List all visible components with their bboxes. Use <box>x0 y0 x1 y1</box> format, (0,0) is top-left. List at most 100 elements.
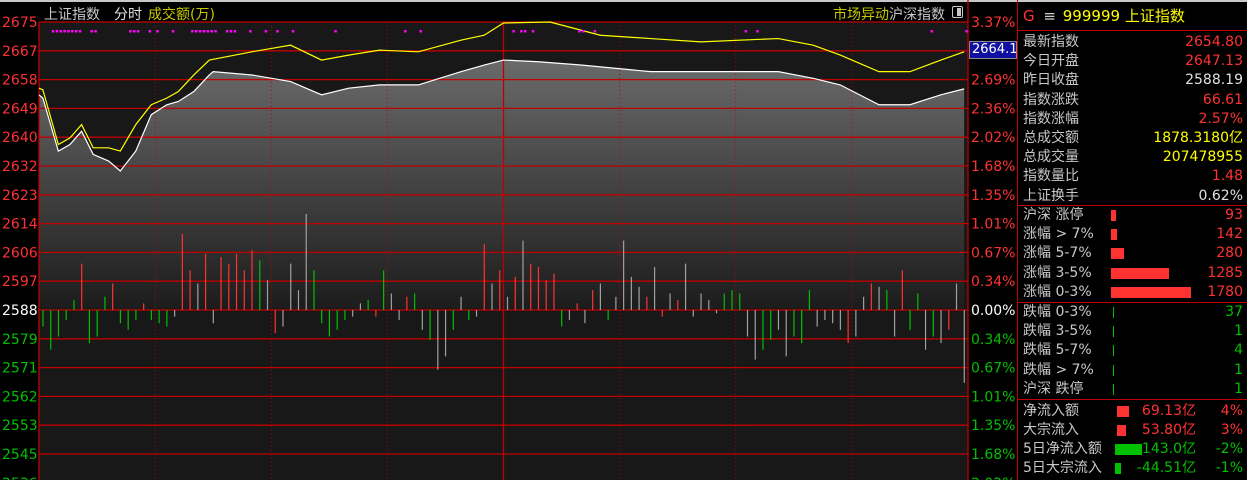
down-row: 跌幅 0-3% 37 <box>1018 303 1247 322</box>
anomaly-dot <box>148 30 152 33</box>
intraday-chart[interactable]: 2675 3.37% 2667 2658 2.69% 2649 2.36% 2640 2.02%… <box>0 0 1017 480</box>
stats-row: 最新指数 2654.80 <box>1018 33 1247 52</box>
anomaly-dot <box>520 30 523 33</box>
market-anomaly-button[interactable]: 市场异动 <box>833 7 889 23</box>
row-label: 跌幅 5-7% <box>1023 342 1092 359</box>
right-axis-tick: 3.37% <box>971 15 1015 31</box>
row-value: 1 <box>1234 323 1243 340</box>
row-label: 上证换手 <box>1023 187 1079 204</box>
anomaly-dot <box>156 30 159 33</box>
row-value: 66.61 <box>1202 91 1243 108</box>
tab-intraday[interactable]: 分时 <box>114 7 142 23</box>
row-value: 2654.80 <box>1185 34 1243 50</box>
row-label: 今日开盘 <box>1023 53 1079 70</box>
stats-row: 指数涨幅 2.57% <box>1018 110 1247 129</box>
count-bar <box>1113 364 1114 376</box>
right-axis-tick: 1.01% <box>971 217 1015 233</box>
flow-bar <box>1115 444 1142 455</box>
market-selector[interactable]: 沪深指数 <box>889 7 945 23</box>
row-label: 5日大宗流入 <box>1023 460 1102 476</box>
flow-row: 净流入额 69.13亿 4% <box>1018 402 1247 421</box>
quote-panel: G ≡ 999999 上证指数 最新指数 2654.80 今日开盘 2647.13 昨日… <box>1017 0 1247 480</box>
count-bar <box>1111 210 1116 221</box>
anomaly-dot <box>334 30 337 33</box>
stats-row: 总成交量 207478955 <box>1018 148 1247 167</box>
square-toggle-icon[interactable] <box>952 6 963 18</box>
panel-header: G ≡ 999999 上证指数 <box>1023 5 1185 26</box>
count-bar <box>1113 326 1114 338</box>
stats-row: 上证换手 0.62% <box>1018 187 1247 206</box>
indicator-label[interactable]: 成交额(万) <box>148 7 215 23</box>
up-row: 涨幅 > 7% 142 <box>1018 225 1247 244</box>
divider <box>1018 205 1247 206</box>
stats-row: 昨日收盘 2588.19 <box>1018 71 1247 90</box>
right-axis-tick: 0.67% <box>971 245 1015 261</box>
anomaly-dot <box>249 30 252 33</box>
hamburger-icon[interactable]: ≡ <box>1043 7 1056 25</box>
row-value: 1878.3180亿 <box>1153 130 1243 146</box>
stats-row: 今日开盘 2647.13 <box>1018 52 1247 71</box>
down-row: 跌幅 5-7% 4 <box>1018 341 1247 360</box>
right-axis-tick: 1.01% <box>971 389 1015 405</box>
anomaly-dot <box>67 30 70 33</box>
row-label: 沪深 涨停 <box>1023 207 1084 223</box>
right-axis-tick: 1.68% <box>971 447 1015 463</box>
right-axis-tick: 1.68% <box>971 159 1015 175</box>
right-axis-tick: 2.02% <box>971 476 1015 480</box>
row-label: 涨幅 3-5% <box>1023 264 1092 281</box>
anomaly-dot <box>133 30 136 33</box>
row-label: 指数量比 <box>1023 168 1079 185</box>
anomaly-dot <box>225 30 229 33</box>
left-axis-tick: 2545 <box>2 447 38 463</box>
row-label: 总成交量 <box>1023 149 1079 166</box>
row-value: 2588.19 <box>1185 72 1243 89</box>
row-value: 1 <box>1234 380 1243 397</box>
row-value: 1285 <box>1207 264 1243 281</box>
anomaly-dot <box>214 30 217 33</box>
left-axis-tick: 2606 <box>2 245 38 261</box>
count-bar <box>1111 267 1169 279</box>
row-label: 5日净流入额 <box>1023 441 1102 457</box>
left-axis-tick: 2667 <box>2 44 38 60</box>
count-bar <box>1113 345 1114 357</box>
flow-pct: -1% <box>1215 460 1243 476</box>
anomaly-dot <box>55 30 59 33</box>
flow-value: -44.51亿 <box>1136 460 1196 476</box>
stats-row: 总成交额 1878.3180亿 <box>1018 129 1247 148</box>
right-axis-tick: 2.36% <box>971 101 1015 117</box>
count-bar <box>1111 229 1118 241</box>
divider <box>1018 302 1247 303</box>
window-top-border <box>0 0 1247 2</box>
anomaly-dot <box>198 30 202 33</box>
code-prefix: G <box>1023 7 1035 25</box>
anomaly-dot <box>291 30 295 33</box>
left-axis-tick: 2675 <box>2 15 38 31</box>
anomaly-dot <box>523 30 527 33</box>
left-axis-tick: 2658 <box>2 73 38 89</box>
count-bar <box>1113 307 1114 318</box>
row-value: 1 <box>1234 361 1243 378</box>
flow-value: -143.0亿 <box>1136 441 1196 457</box>
row-label: 总成交额 <box>1023 130 1079 146</box>
row-label: 跌幅 3-5% <box>1023 323 1092 340</box>
flow-row: 大宗流入 53.80亿 3% <box>1018 421 1247 440</box>
anomaly-dot <box>74 30 78 33</box>
down-row: 跌幅 > 7% 1 <box>1018 361 1247 380</box>
anomaly-dot <box>930 30 933 33</box>
row-label: 涨幅 0-3% <box>1023 283 1092 300</box>
anomaly-dot <box>756 30 759 33</box>
flow-row: 5日大宗流入 -44.51亿 -1% <box>1018 459 1247 478</box>
price-area-fill <box>39 60 965 310</box>
flow-value: 53.80亿 <box>1141 422 1196 438</box>
right-axis-tick: 1.35% <box>971 418 1015 434</box>
divider <box>1018 30 1247 31</box>
up-row: 沪深 涨停 93 <box>1018 206 1247 225</box>
row-label: 沪深 跌停 <box>1023 380 1084 397</box>
row-label: 跌幅 0-3% <box>1023 304 1092 320</box>
flow-value: 69.13亿 <box>1141 403 1196 419</box>
up-row: 涨幅 0-3% 1780 <box>1018 283 1247 302</box>
left-axis-tick: 2579 <box>2 332 38 348</box>
anomaly-dot <box>744 30 748 33</box>
anomaly-dot <box>51 30 55 33</box>
anomaly-dot <box>136 30 140 33</box>
